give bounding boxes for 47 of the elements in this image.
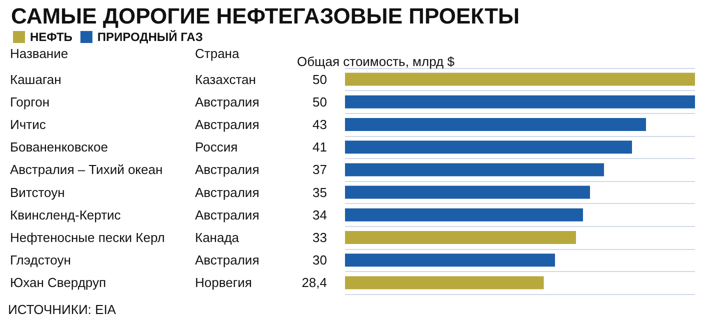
bar (345, 72, 695, 86)
y2-tick-label: Австралия (195, 207, 260, 222)
legend-label: НЕФТЬ (30, 30, 73, 44)
y-tick-label: Ичтис (10, 117, 46, 132)
y-tick-label: Горгон (10, 94, 50, 110)
text: ИСТОЧНИКИ: EIA (8, 302, 116, 317)
data-label: 34 (312, 207, 327, 222)
y2-tick-label: Австралия (195, 252, 260, 268)
y2-tick-label: Австралия (195, 162, 260, 178)
data-label: 41 (312, 140, 327, 155)
y-tick-label: Юхан Свердруп (10, 275, 106, 290)
data-label: 28,4 (302, 275, 327, 290)
bar (345, 254, 555, 267)
chart-title: САМЫЕ ДОРОГИЕ НЕФТЕГАЗОВЫЕ ПРОЕКТЫ (11, 4, 520, 28)
bar (345, 208, 583, 222)
y2-tick-label: Австралия (195, 117, 260, 132)
y2-tick-label: Россия (195, 140, 238, 155)
bar (345, 231, 576, 244)
data-label: 35 (312, 184, 327, 200)
data-label: 37 (312, 162, 327, 178)
y2-tick-label: Австралия (195, 94, 260, 110)
data-label: 50 (312, 72, 327, 87)
y-tick-label: Глэдстоун (10, 252, 71, 268)
bar (345, 276, 544, 290)
y-tick-label: Квинсленд-Кертис (10, 207, 122, 222)
data-label: 30 (312, 252, 327, 268)
bar (345, 118, 646, 131)
data-label: 43 (312, 117, 327, 132)
bar (345, 95, 695, 108)
bar (345, 140, 632, 154)
data-label: 50 (312, 94, 327, 110)
bar (345, 186, 590, 199)
bar (345, 163, 604, 176)
y-tick-label: Нефтеносные пески Керл (10, 230, 165, 245)
y-tick-label: Австралия – Тихий океан (10, 162, 163, 178)
x-axis-title: Общая стоимость, млрд $ (297, 54, 456, 69)
y-axis-title: Название (10, 46, 68, 61)
y2-tick-label: Казахстан (195, 72, 256, 87)
y2-tick-label: Австралия (195, 184, 260, 200)
y2-tick-label: Норвегия (195, 275, 252, 290)
y2-axis-title: Страна (195, 46, 240, 61)
data-label: 33 (312, 230, 327, 245)
y2-tick-label: Канада (195, 230, 240, 245)
y-tick-label: Кашаган (10, 72, 62, 87)
y-tick-label: Витстоун (10, 184, 65, 200)
y-tick-label: Бованенковское (10, 140, 108, 155)
legend-label: ПРИРОДНЫЙ ГАЗ (97, 30, 203, 44)
